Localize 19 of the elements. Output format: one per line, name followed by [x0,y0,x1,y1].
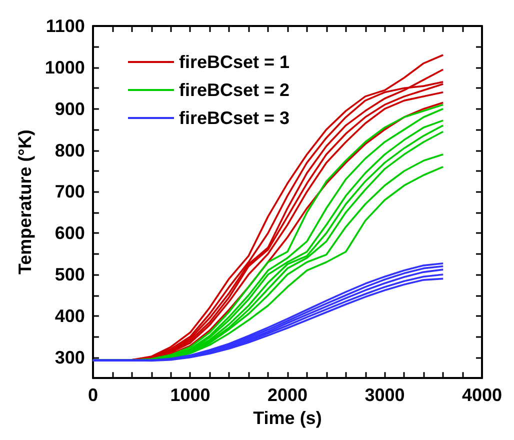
y-tick-label: 1100 [46,16,85,36]
y-tick-label: 700 [54,182,85,202]
y-tick-label: 300 [54,347,85,368]
y-tick-label: 500 [54,264,85,285]
x-tick-label: 0 [88,385,98,406]
y-tick-label: 600 [54,223,85,244]
y-tick-label: 800 [54,140,85,160]
x-tick-label: 2000 [267,385,308,406]
y-tick-label: 400 [54,306,85,326]
y-tick-label: 900 [54,98,85,119]
y-axis-title: Temperature (°K) [15,130,35,274]
x-tick-label: 1000 [170,385,210,406]
legend-label: fireBCset = 2 [179,80,290,100]
legend-label: fireBCset = 3 [179,108,290,128]
x-tick-label: 3000 [364,385,405,406]
legend-label: fireBCset = 1 [179,52,290,72]
x-tick-label: 4000 [462,385,502,406]
y-tick-label: 1000 [44,57,85,78]
x-axis-title: Time (s) [253,408,322,428]
